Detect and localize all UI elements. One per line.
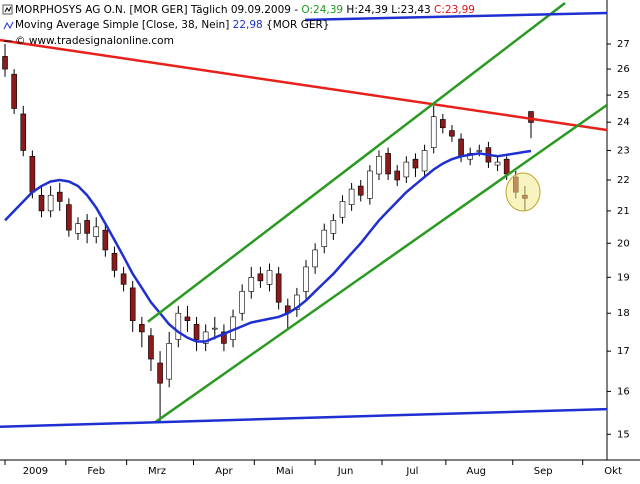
candle-body bbox=[312, 249, 318, 268]
header-name: MORPHOSYS AG O.N. [MOR GER] Täglich 09.0… bbox=[15, 4, 301, 16]
candle-body bbox=[20, 113, 27, 151]
candle-body bbox=[357, 185, 364, 196]
candle-body bbox=[157, 362, 163, 384]
candle-body bbox=[348, 188, 355, 205]
candle-body bbox=[476, 150, 483, 152]
candle-body bbox=[84, 220, 90, 234]
candle-body bbox=[394, 170, 401, 181]
candle-body bbox=[11, 73, 17, 109]
candle-body bbox=[367, 170, 373, 199]
candle-body bbox=[29, 155, 36, 193]
y-tick-label: 19 bbox=[617, 272, 630, 283]
ma-label: Moving Average Simple [Close, 38, Nein] bbox=[15, 19, 233, 31]
candle-body bbox=[266, 270, 273, 285]
candle-body bbox=[75, 223, 81, 234]
trend-line bbox=[0, 407, 607, 429]
ma-value: 22,98 bbox=[233, 19, 263, 31]
x-tick-label: 2009 bbox=[23, 466, 48, 477]
candle-body bbox=[248, 277, 255, 292]
trend-line bbox=[0, 38, 607, 132]
y-tick-label: 17 bbox=[617, 346, 630, 357]
candle-body bbox=[148, 335, 154, 360]
candle-body bbox=[56, 191, 63, 202]
candle-body bbox=[202, 331, 209, 344]
candle-body bbox=[494, 161, 501, 166]
trend-line bbox=[305, 11, 607, 22]
candle-body bbox=[385, 153, 391, 175]
candle-body bbox=[111, 252, 118, 271]
y-tick-label: 23 bbox=[617, 145, 630, 156]
candle-body bbox=[412, 158, 419, 169]
y-tick-label: 27 bbox=[617, 39, 630, 50]
x-tick-label: Aug bbox=[467, 466, 487, 477]
icon bbox=[3, 21, 14, 30]
y-tick-label: 20 bbox=[617, 238, 630, 249]
candle-body bbox=[339, 201, 346, 218]
candle-body bbox=[193, 324, 200, 340]
candle-body bbox=[430, 116, 437, 148]
y-tick-label: 18 bbox=[617, 308, 630, 319]
candle-body bbox=[503, 158, 510, 175]
header: MORPHOSYS AG O.N. [MOR GER] Täglich 09.0… bbox=[2, 4, 475, 47]
candle-body bbox=[239, 291, 245, 314]
ma-tail: {MOR GER} bbox=[263, 19, 330, 31]
x-tick-label: Mrz bbox=[148, 466, 166, 477]
x-tick-label: Jul bbox=[405, 466, 418, 477]
candle-body bbox=[303, 266, 309, 292]
candle-body bbox=[129, 287, 136, 321]
header-open: O:24,39 bbox=[301, 4, 343, 16]
candle-body bbox=[321, 229, 328, 247]
y-tick-label: 15 bbox=[617, 429, 630, 440]
candle-body bbox=[166, 343, 172, 380]
candle-body bbox=[175, 312, 182, 340]
x-tick-label: Sep bbox=[534, 466, 553, 477]
candle-body bbox=[184, 316, 191, 321]
candle-body bbox=[38, 194, 45, 212]
candle-body bbox=[458, 138, 464, 157]
x-tick-label: Okt bbox=[604, 466, 622, 477]
candle-body bbox=[66, 204, 72, 231]
candle-body bbox=[275, 273, 282, 303]
candle-body bbox=[47, 194, 54, 212]
candle-body bbox=[221, 331, 227, 344]
x-tick-label: Jun bbox=[337, 466, 354, 477]
x-tick-label: Apr bbox=[215, 466, 233, 477]
candle-body bbox=[257, 273, 264, 282]
candle-body bbox=[211, 327, 218, 330]
candle-body bbox=[102, 229, 109, 251]
plot-area bbox=[0, 2, 607, 429]
candle-body bbox=[440, 119, 446, 129]
candle-body bbox=[93, 226, 100, 237]
candle-body bbox=[376, 155, 382, 175]
x-tick-label: Feb bbox=[87, 466, 105, 477]
icon bbox=[4, 6, 12, 13]
source: © www.tradesignalonline.com bbox=[15, 35, 174, 47]
header-line: Moving Average Simple [Close, 38, Nein] … bbox=[15, 19, 329, 31]
candle-body bbox=[330, 220, 337, 234]
candle-body bbox=[421, 150, 428, 172]
highlight bbox=[505, 172, 541, 212]
candle-body bbox=[528, 111, 534, 123]
y-tick-label: 24 bbox=[617, 117, 630, 128]
candle-body bbox=[2, 56, 8, 70]
icon bbox=[2, 4, 13, 15]
y-tick-label: 22 bbox=[617, 175, 630, 186]
candle-body bbox=[294, 294, 300, 310]
moving-average bbox=[4, 149, 532, 343]
header-close: C:23,99 bbox=[434, 4, 475, 16]
y-tick-label: 21 bbox=[617, 206, 630, 217]
candle-body bbox=[403, 161, 410, 178]
candle-body bbox=[120, 273, 127, 285]
candle-body bbox=[449, 130, 455, 137]
y-tick-label: 26 bbox=[617, 64, 630, 75]
x-tick-label: Mai bbox=[276, 466, 294, 477]
y-tick-label: 25 bbox=[617, 90, 630, 101]
header-line: MORPHOSYS AG O.N. [MOR GER] Täglich 09.0… bbox=[15, 4, 475, 16]
y-tick-label: 16 bbox=[617, 386, 630, 397]
candle-body bbox=[139, 324, 145, 333]
trend-line bbox=[147, 2, 566, 323]
header-hl: H:24,39 L:23,43 bbox=[343, 4, 434, 16]
trend-line bbox=[154, 103, 607, 424]
